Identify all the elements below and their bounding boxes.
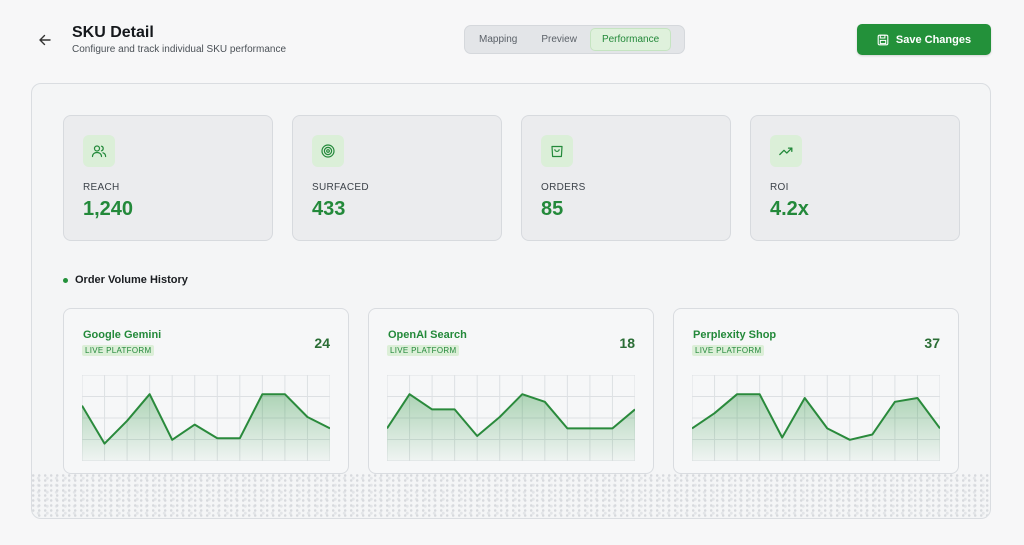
metric-card-orders: ORDERS 85 <box>521 115 731 241</box>
live-badge: LIVE PLATFORM <box>692 345 765 356</box>
platform-card-openai-search: OpenAI Search LIVE PLATFORM 18 <box>368 308 654 474</box>
page-title: SKU Detail <box>72 24 154 41</box>
users-icon <box>83 135 115 167</box>
back-button[interactable] <box>34 29 56 51</box>
platform-name: Perplexity Shop <box>693 329 777 341</box>
metric-label: SURFACED <box>312 182 369 193</box>
save-changes-button[interactable]: Save Changes <box>857 24 991 55</box>
status-dot <box>63 277 68 283</box>
tab-mapping[interactable]: Mapping <box>479 34 518 45</box>
decorative-texture <box>32 474 990 518</box>
order-volume-sparkline <box>387 375 635 461</box>
platform-name: Google Gemini <box>83 329 162 341</box>
order-volume-sparkline <box>82 375 330 461</box>
sparkline-area <box>692 394 940 461</box>
metric-card-roi: ROI 4.2x <box>750 115 960 241</box>
platform-count: 18 <box>619 335 635 351</box>
target-icon <box>312 135 344 167</box>
metric-value: 1,240 <box>83 198 134 220</box>
metric-label: REACH <box>83 182 120 193</box>
save-icon <box>877 34 889 45</box>
live-badge: LIVE PLATFORM <box>387 345 460 356</box>
sparkline-line <box>692 393 940 441</box>
section-title: Order Volume History <box>63 274 188 286</box>
platform-count: 24 <box>314 335 330 351</box>
platform-name: OpenAI Search <box>388 329 467 341</box>
metric-value: 4.2x <box>770 198 809 220</box>
trending-up-icon <box>770 135 802 167</box>
sparkline-line <box>82 393 330 445</box>
sparkline-area <box>82 394 330 461</box>
metric-card-surfaced: SURFACED 433 <box>292 115 502 241</box>
order-volume-sparkline <box>692 375 940 461</box>
metric-value: 433 <box>312 198 346 220</box>
live-badge: LIVE PLATFORM <box>82 345 155 356</box>
metric-card-reach: REACH 1,240 <box>63 115 273 241</box>
page-header: SKU Detail Configure and track individua… <box>0 0 1024 80</box>
metric-label: ORDERS <box>541 182 586 193</box>
page-subtitle: Configure and track individual SKU perfo… <box>72 44 286 55</box>
section-title-label: Order Volume History <box>75 274 188 286</box>
platform-card-google-gemini: Google Gemini LIVE PLATFORM 24 <box>63 308 349 474</box>
tab-performance[interactable]: Performance <box>589 28 672 51</box>
sparkline-area <box>387 394 635 461</box>
platform-card-perplexity-shop: Perplexity Shop LIVE PLATFORM 37 <box>673 308 959 474</box>
metric-value: 85 <box>541 198 564 220</box>
arrow-left-icon <box>39 34 51 46</box>
save-button-label: Save Changes <box>895 33 972 46</box>
sparkline-line <box>387 393 635 437</box>
performance-panel: REACH 1,240 SURFACED 433 ORDERS 85 ROI 4… <box>31 83 991 519</box>
metric-label: ROI <box>770 182 789 193</box>
view-tabs: Mapping Preview Performance <box>464 25 685 54</box>
tab-preview[interactable]: Preview <box>541 34 577 45</box>
platform-count: 37 <box>924 335 940 351</box>
shopping-bag-icon <box>541 135 573 167</box>
